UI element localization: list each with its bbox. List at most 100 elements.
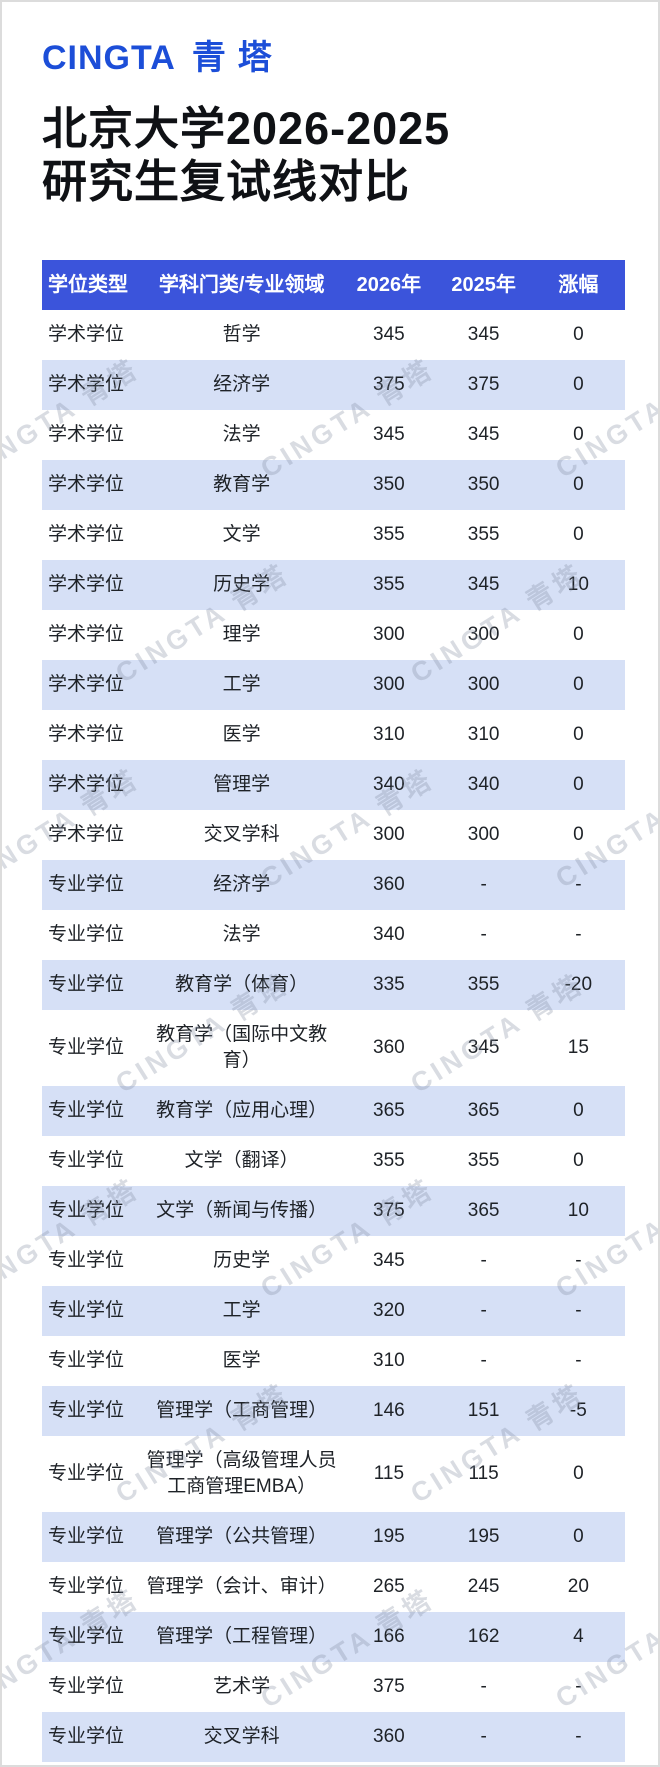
col-header-2025: 2025年 [435, 260, 532, 310]
cell-2025-score: 375 [467, 374, 500, 395]
cell-change: 15 [567, 1037, 589, 1058]
score-comparison-table: 学位类型 学科门类/专业领域 2026年 2025年 涨幅 学术学位 哲学 345 3… [42, 260, 625, 1762]
cell-2026-score: 345 [373, 424, 405, 445]
cell-degree-type: 学术学位 [48, 624, 125, 645]
cell-2026-score: 300 [373, 624, 405, 645]
cell-2025-score: 345 [467, 1037, 500, 1058]
cell-degree-type: 学术学位 [48, 674, 125, 695]
cell-degree-type: 专业学位 [48, 874, 125, 895]
cell-2025-score: 355 [467, 1150, 500, 1171]
cell-2026-score: 335 [373, 974, 405, 995]
cell-discipline: 法学 [222, 924, 261, 945]
table-row: 学术学位 医学 310 310 0 [42, 710, 625, 760]
cell-discipline: 工学 [222, 1300, 261, 1321]
cell-2025-score: 115 [468, 1463, 499, 1484]
cell-change: 10 [567, 1200, 589, 1221]
cell-degree-type: 学术学位 [48, 524, 125, 545]
table-row: 专业学位 经济学 360 - - [42, 860, 625, 910]
cell-discipline: 教育学 [213, 474, 271, 495]
cell-discipline: 医学 [222, 724, 261, 745]
cell-2025-score: - [480, 1676, 487, 1697]
table-row: 专业学位 历史学 345 - - [42, 1236, 625, 1286]
table-header-row: 学位类型 学科门类/专业领域 2026年 2025年 涨幅 [42, 260, 625, 310]
cell-change: 0 [573, 824, 584, 845]
cell-2025-score: 195 [467, 1526, 500, 1547]
cell-2025-score: 365 [467, 1200, 500, 1221]
cell-2026-score: 355 [373, 1150, 405, 1171]
cell-change: - [575, 1250, 582, 1271]
page-title: 北京大学2026-2025 研究生复试线对比 [42, 102, 621, 208]
table-row: 专业学位 教育学（应用心理） 365 365 0 [42, 1086, 625, 1136]
cell-discipline: 教育学（应用心理） [156, 1100, 328, 1121]
table-row: 学术学位 管理学 340 340 0 [42, 760, 625, 810]
cell-discipline: 工学 [222, 674, 261, 695]
cell-2025-score: 355 [467, 974, 500, 995]
table-row: 专业学位 工学 320 - - [42, 1286, 625, 1336]
cell-change: 0 [573, 424, 584, 445]
cell-change: 20 [567, 1576, 589, 1597]
cell-degree-type: 专业学位 [48, 1726, 125, 1747]
table-row: 学术学位 哲学 345 345 0 [42, 310, 625, 360]
cell-change: 4 [573, 1626, 584, 1647]
cell-degree-type: 学术学位 [48, 474, 125, 495]
cell-discipline: 经济学 [213, 374, 271, 395]
cell-2025-score: - [480, 1250, 487, 1271]
cell-degree-type: 学术学位 [48, 574, 125, 595]
col-header-degree-type: 学位类型 [42, 260, 142, 310]
cell-2025-score: 300 [467, 824, 500, 845]
cell-2026-score: 115 [373, 1463, 405, 1484]
cell-2025-score: 162 [467, 1626, 500, 1647]
cell-change: - [575, 1676, 582, 1697]
cell-2026-score: 345 [373, 324, 405, 345]
table-row: 专业学位 法学 340 - - [42, 910, 625, 960]
table-row: 学术学位 历史学 355 345 10 [42, 560, 625, 610]
table-row: 学术学位 文学 355 355 0 [42, 510, 625, 560]
table-header: 学位类型 学科门类/专业领域 2026年 2025年 涨幅 [42, 260, 625, 310]
cell-change: 0 [573, 674, 584, 695]
cell-2025-score: 300 [467, 624, 500, 645]
cell-discipline: 管理学（工商管理） [156, 1400, 328, 1421]
cell-change: 10 [567, 574, 589, 595]
cell-degree-type: 专业学位 [48, 1576, 125, 1597]
cell-2025-score: - [480, 924, 487, 945]
table-row: 学术学位 交叉学科 300 300 0 [42, 810, 625, 860]
cell-discipline: 教育学（国际中文教育） [156, 1024, 328, 1071]
cell-change: -20 [564, 974, 593, 995]
cell-change: - [575, 924, 582, 945]
cell-degree-type: 专业学位 [48, 1463, 125, 1484]
logo-latin-text: CINGTA [42, 39, 176, 77]
cell-degree-type: 专业学位 [48, 1626, 125, 1647]
cell-2026-score: 265 [373, 1576, 405, 1597]
cell-2025-score: - [480, 1726, 487, 1747]
cell-change: 0 [573, 1526, 584, 1547]
cell-2026-score: 320 [373, 1300, 405, 1321]
page-title-line1: 北京大学2026-2025 [42, 103, 451, 154]
cell-discipline: 经济学 [213, 874, 271, 895]
cell-2025-score: - [480, 1300, 487, 1321]
cell-2025-score: - [480, 1350, 487, 1371]
table-row: 学术学位 法学 345 345 0 [42, 410, 625, 460]
cell-2026-score: 310 [373, 1350, 405, 1371]
cell-discipline: 管理学（公共管理） [156, 1526, 328, 1547]
cell-discipline: 管理学（会计、审计） [146, 1576, 337, 1597]
cell-discipline: 历史学 [213, 574, 271, 595]
cell-change: 0 [573, 324, 584, 345]
cell-2025-score: 340 [467, 774, 500, 795]
cell-2026-score: 166 [373, 1626, 405, 1647]
cell-2026-score: 300 [373, 674, 405, 695]
table-row: 专业学位 管理学（高级管理人员工商管理EMBA） 115 115 0 [42, 1436, 625, 1512]
cell-degree-type: 学术学位 [48, 374, 125, 395]
cell-change: - [575, 1300, 582, 1321]
cell-2026-score: 345 [373, 1250, 405, 1271]
table-row: 学术学位 教育学 350 350 0 [42, 460, 625, 510]
table-row: 专业学位 管理学（工商管理） 146 151 -5 [42, 1386, 625, 1436]
table-row: 专业学位 管理学（工程管理） 166 162 4 [42, 1612, 625, 1662]
cell-change: - [575, 1726, 582, 1747]
logo-cjk-text: 青塔 [191, 39, 284, 77]
cell-2025-score: 345 [467, 574, 500, 595]
cell-2026-score: 350 [373, 474, 405, 495]
cell-2026-score: 360 [373, 1037, 405, 1058]
table-row: 学术学位 经济学 375 375 0 [42, 360, 625, 410]
page-title-line2: 研究生复试线对比 [42, 156, 411, 207]
cell-degree-type: 学术学位 [48, 824, 125, 845]
